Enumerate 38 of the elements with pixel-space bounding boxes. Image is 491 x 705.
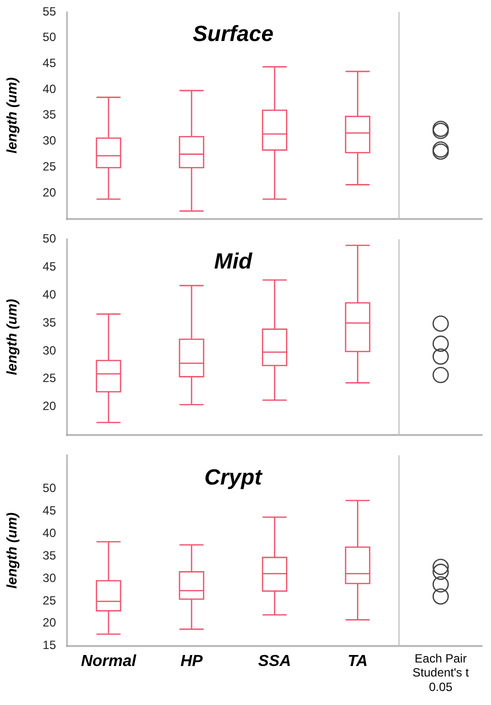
y-tick-label: 40 xyxy=(42,287,56,302)
y-tick-label: 50 xyxy=(42,481,56,496)
y-tick-label: 20 xyxy=(42,399,56,414)
y-tick-label: 30 xyxy=(42,570,56,585)
text: Crypt xyxy=(204,464,264,490)
y-tick-label: 50 xyxy=(42,232,56,246)
y-tick-label: 45 xyxy=(42,259,56,274)
text: Surface xyxy=(192,21,274,46)
y-tick-label: 30 xyxy=(42,343,56,358)
y-tick-label: 55 xyxy=(42,4,56,18)
y-tick-label: 40 xyxy=(42,82,56,96)
point xyxy=(432,336,449,352)
y-tick-label: 35 xyxy=(42,548,56,562)
y-tick-label: 50 xyxy=(42,30,56,44)
x-tick-label: SSA xyxy=(258,652,292,670)
y-tick-label: 20 xyxy=(42,185,56,200)
y-tick-label: 45 xyxy=(42,56,56,70)
point xyxy=(432,366,449,384)
y-tick-label: 25 xyxy=(42,159,56,174)
y-tick-label: 35 xyxy=(42,108,56,122)
y-tick-label: 30 xyxy=(42,134,56,148)
y-tick-label: 45 xyxy=(42,504,56,518)
y-tick-label: 25 xyxy=(42,593,56,608)
x-tick-label: TA xyxy=(348,652,368,670)
y-tick-label: 35 xyxy=(42,315,56,330)
y-tick-label: 40 xyxy=(42,526,56,540)
text: Mid xyxy=(214,248,253,274)
x-tick-label: HP xyxy=(180,652,203,670)
point xyxy=(432,348,449,365)
y-axis-title: length (um) xyxy=(3,512,20,589)
y-tick-label: 15 xyxy=(42,638,56,652)
y-tick-label: 20 xyxy=(42,616,56,630)
y-axis-title: length (um) xyxy=(3,76,20,154)
point xyxy=(432,315,449,332)
x-tick-label: Normal xyxy=(80,652,137,670)
y-axis-title: length (um) xyxy=(3,298,20,376)
x-tick-label: Each Pair Student's t 0.05 xyxy=(412,651,470,694)
y-tick-label: 25 xyxy=(42,371,56,386)
